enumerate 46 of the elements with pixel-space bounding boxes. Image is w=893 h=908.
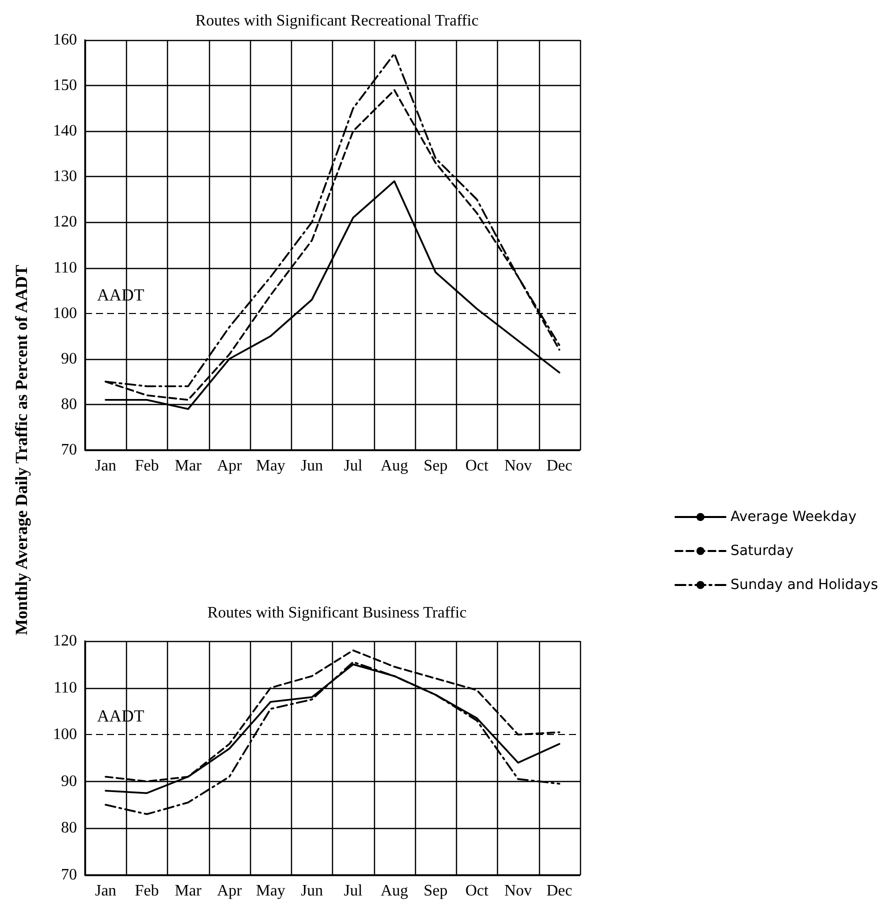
y-tick-label: 130 (53, 168, 77, 186)
x-tick-label: Oct (465, 882, 489, 900)
y-tick-label: 160 (53, 32, 77, 48)
x-tick-label: Feb (134, 458, 159, 474)
chart-title: Routes with Significant Recreational Traffic (195, 12, 479, 30)
y-tick-label: 90 (61, 350, 77, 368)
x-tick-label: Oct (465, 458, 489, 474)
x-tick-label: Dec (546, 882, 572, 900)
x-tick-label: Apr (216, 882, 242, 900)
x-tick-label: Jan (94, 458, 116, 474)
x-tick-label: May (256, 458, 286, 474)
x-tick-label: Nov (504, 882, 532, 900)
y-tick-label: 70 (61, 866, 77, 884)
y-tick-label: 110 (54, 679, 77, 696)
legend-label: Sunday and Holidays (730, 577, 878, 593)
x-tick-label: May (256, 882, 286, 900)
x-tick-label: Mar (174, 458, 202, 474)
x-tick-label: Sep (424, 458, 448, 474)
y-tick-label: 120 (53, 632, 77, 650)
y-tick-label: 120 (53, 214, 77, 231)
x-tick-label: Nov (504, 458, 532, 474)
y-tick-label: 100 (53, 726, 77, 744)
x-tick-label: Feb (134, 882, 159, 900)
y-tick-label: 80 (61, 820, 77, 837)
x-tick-label: Aug (380, 882, 408, 900)
x-tick-label: Apr (216, 458, 242, 474)
x-tick-label: Jan (94, 882, 116, 900)
x-tick-label: Jul (344, 458, 364, 474)
y-tick-label: 70 (61, 442, 77, 458)
x-tick-label: Dec (546, 458, 572, 474)
y-tick-label: 90 (61, 772, 77, 790)
y-axis-title: Monthly Average Daily Traffic as Percent of AADT (12, 264, 32, 636)
y-tick-label: 100 (53, 304, 77, 322)
legend-label: Saturday (730, 543, 794, 559)
chart-title: Routes with Significant Business Traffic (207, 604, 467, 622)
x-tick-label: Jun (300, 882, 323, 900)
y-tick-label: 110 (54, 259, 77, 276)
x-tick-label: Sep (424, 882, 448, 900)
x-tick-label: Aug (380, 458, 408, 474)
x-tick-label: Jul (344, 882, 364, 900)
x-tick-label: Jun (300, 458, 323, 474)
y-tick-label: 140 (53, 122, 77, 140)
y-tick-label: 150 (53, 77, 77, 94)
y-tick-label: 80 (61, 396, 77, 413)
x-tick-label: Mar (174, 882, 202, 900)
legend-label: Average Weekday (730, 509, 857, 525)
